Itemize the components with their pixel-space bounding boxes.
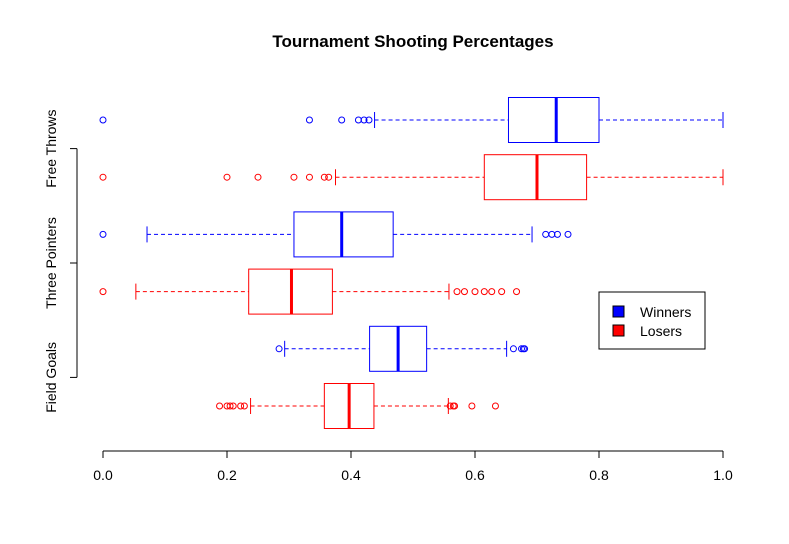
outlier-free-throws-losers-2 [254, 173, 262, 181]
chart-title: Tournament Shooting Percentages [272, 32, 553, 51]
box-rect-free-throws-winners [507, 97, 600, 143]
x-tick-label-3: 0.6 [465, 467, 485, 483]
box-three-pointers-losers [99, 268, 521, 315]
x-tick-label-2: 0.4 [341, 467, 361, 483]
boxes-layer [99, 97, 724, 429]
outlier-free-throws-losers-6 [325, 173, 333, 181]
outlier-three-pointers-losers-0 [99, 288, 107, 296]
box-rect-three-pointers-winners [293, 211, 394, 258]
y-axis: Field Goals Three Pointers Free Throws [43, 109, 78, 413]
legend-swatch-1 [612, 324, 625, 337]
outlier-free-throws-losers-3 [290, 173, 298, 181]
x-tick-label-0: 0.0 [93, 467, 113, 483]
x-tick-label-4: 0.8 [589, 467, 609, 483]
x-tick-label-1: 0.2 [217, 467, 237, 483]
y-tick-label-0: Field Goals [43, 342, 59, 413]
outlier-field-goals-losers-5 [240, 402, 248, 410]
outlier-field-goals-losers-10 [491, 402, 499, 410]
outlier-field-goals-losers-2 [226, 402, 234, 410]
outlier-field-goals-losers-9 [468, 402, 476, 410]
outlier-three-pointers-losers-3 [471, 288, 479, 296]
box-field-goals-losers [216, 383, 499, 429]
outlier-three-pointers-losers-5 [488, 288, 496, 296]
outlier-three-pointers-losers-1 [453, 288, 461, 296]
x-tick-label-5: 1.0 [713, 467, 733, 483]
outlier-three-pointers-losers-2 [460, 288, 468, 296]
outlier-free-throws-winners-5 [365, 116, 373, 124]
outlier-free-throws-winners-1 [305, 116, 313, 124]
x-axis: 0.0 0.2 0.4 0.6 0.8 1.0 [93, 450, 733, 483]
outlier-field-goals-winners-2 [518, 345, 525, 353]
box-free-throws-winners [99, 97, 724, 143]
outlier-free-throws-winners-4 [360, 116, 368, 124]
outlier-free-throws-losers-1 [223, 173, 231, 181]
y-tick-label-1: Three Pointers [43, 217, 59, 309]
box-three-pointers-winners [99, 211, 572, 258]
outlier-field-goals-winners-0 [275, 345, 283, 353]
outlier-three-pointers-losers-6 [498, 288, 506, 296]
outlier-field-goals-losers-8 [451, 402, 459, 410]
box-free-throws-losers [99, 154, 724, 201]
outlier-three-pointers-losers-4 [480, 288, 488, 296]
legend-label-0: Winners [640, 304, 691, 320]
legend-swatch-0 [612, 305, 625, 318]
outlier-free-throws-winners-2 [338, 116, 346, 124]
outlier-three-pointers-winners-1 [542, 230, 550, 238]
legend-box [598, 291, 706, 350]
outlier-field-goals-winners-4 [521, 345, 529, 353]
y-tick-label-2: Free Throws [43, 109, 59, 187]
legend: Winners Losers [598, 291, 706, 350]
outlier-free-throws-losers-4 [305, 173, 313, 181]
outlier-field-goals-losers-4 [237, 402, 245, 410]
box-field-goals-winners [275, 325, 529, 372]
outlier-field-goals-losers-6 [446, 402, 454, 410]
outlier-free-throws-losers-5 [320, 173, 328, 181]
outlier-free-throws-losers-0 [99, 173, 107, 181]
outlier-free-throws-winners-0 [99, 116, 107, 124]
legend-label-1: Losers [640, 323, 682, 339]
outlier-field-goals-winners-1 [509, 345, 517, 353]
outlier-three-pointers-winners-4 [564, 230, 572, 238]
outlier-three-pointers-losers-7 [513, 288, 521, 296]
outlier-field-goals-losers-0 [216, 402, 224, 410]
outlier-three-pointers-winners-3 [553, 230, 561, 238]
outlier-field-goals-losers-3 [229, 402, 237, 410]
outlier-three-pointers-winners-0 [99, 230, 107, 238]
box-rect-free-throws-losers [483, 154, 588, 201]
